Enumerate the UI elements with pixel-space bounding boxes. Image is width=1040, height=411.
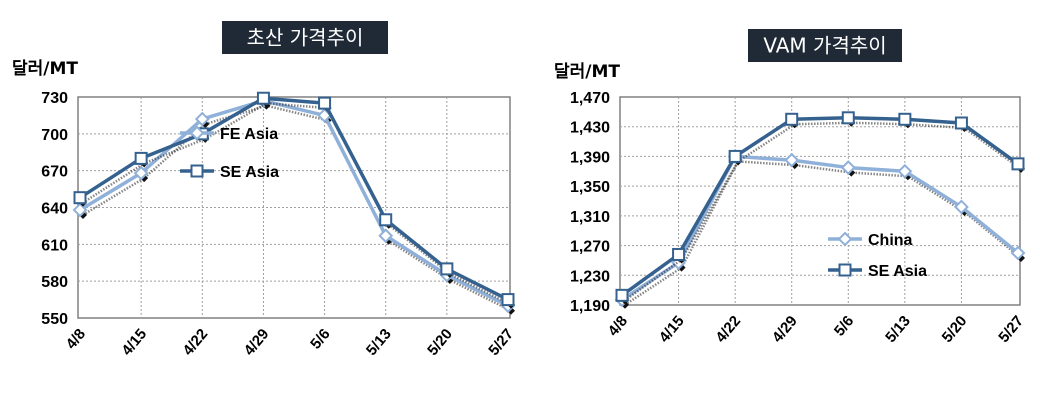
- x-tick-label: 5/6: [307, 326, 333, 353]
- legend-marker-diamond: [837, 231, 853, 247]
- data-point: [1011, 157, 1025, 171]
- y-tick-label: 1,270: [570, 239, 610, 256]
- x-tick-label: 5/20: [939, 313, 971, 346]
- data-point: [672, 247, 686, 261]
- series-line: [620, 116, 1020, 297]
- y-tick-label: 550: [41, 311, 68, 328]
- y-tick-label: 1,470: [570, 90, 610, 107]
- data-point: [318, 96, 332, 110]
- chart-1-legend: FE Asia SE Asia: [180, 125, 279, 181]
- series-se-asia: [73, 91, 515, 309]
- x-tick-label: 4/8: [605, 313, 631, 340]
- legend-marker-diamond: [189, 125, 205, 141]
- data-point: [954, 116, 968, 130]
- legend-marker-square: [190, 164, 204, 178]
- data-point: [615, 288, 629, 302]
- legend-entry-label: China: [868, 232, 913, 249]
- legend-marker-square: [838, 263, 852, 277]
- series-shadow-line: [82, 104, 512, 312]
- x-tick-label: 4/22: [712, 313, 744, 346]
- y-tick-label: 610: [41, 237, 68, 254]
- legend-entry-label: FE Asia: [220, 126, 278, 143]
- y-tick-label: 1,430: [570, 120, 610, 137]
- x-tick-label: 5/27: [995, 313, 1027, 346]
- data-point: [954, 199, 969, 215]
- x-tick-label: 5/13: [882, 313, 914, 346]
- y-tick-label: 1,390: [570, 149, 610, 166]
- y-tick-label: 580: [41, 274, 68, 291]
- y-axis-unit-label: 달러/MT: [12, 58, 78, 79]
- legend-entry-label: SE Asia: [220, 164, 279, 181]
- data-point: [73, 191, 87, 205]
- data-point: [1010, 245, 1026, 261]
- series-line: [621, 154, 1020, 302]
- data-point: [784, 152, 800, 168]
- x-tick-label: 4/29: [241, 326, 273, 359]
- y-tick-label: 700: [41, 127, 68, 144]
- data-point: [501, 293, 515, 307]
- data-point: [898, 112, 912, 126]
- x-tick-label: 4/15: [656, 313, 688, 346]
- data-point: [133, 165, 149, 181]
- y-tick-label: 1,230: [570, 268, 610, 285]
- title-background: [222, 21, 388, 54]
- chart-title-text: 초산 가격추이: [247, 26, 364, 50]
- data-point: [728, 149, 742, 163]
- x-tick-label: 5/20: [424, 326, 456, 359]
- legend-entry-label: SE Asia: [868, 263, 927, 280]
- x-tick-label: 4/15: [118, 326, 150, 359]
- data-point: [440, 262, 454, 276]
- x-tick-label: 4/8: [63, 326, 89, 353]
- y-tick-label: 1,350: [570, 179, 610, 196]
- data-point: [134, 151, 148, 165]
- series-se-asia: [615, 111, 1025, 305]
- x-tick-label: 5/27: [485, 326, 517, 359]
- chart-title-text: VAM 가격추이: [763, 34, 886, 58]
- y-tick-label: 1,190: [570, 298, 610, 315]
- data-point: [379, 213, 393, 227]
- y-tick-label: 730: [41, 90, 68, 107]
- y-axis-unit-label: 달러/MT: [554, 61, 620, 82]
- series-line: [79, 96, 509, 302]
- x-tick-label: 5/6: [831, 313, 857, 340]
- data-point: [785, 112, 799, 126]
- y-tick-label: 670: [41, 164, 68, 181]
- title-background: [748, 29, 902, 62]
- data-point: [72, 202, 88, 218]
- x-tick-label: 4/22: [180, 326, 212, 359]
- y-tick-label: 1,310: [570, 209, 610, 226]
- data-point: [378, 228, 394, 244]
- data-point: [897, 163, 913, 179]
- x-tick-label: 4/29: [769, 313, 801, 346]
- chart-2-title: VAM 가격추이: [748, 29, 902, 62]
- chart-2-legend: China SE Asia: [828, 231, 927, 280]
- x-tick-label: 5/13: [363, 326, 395, 359]
- y-tick-label: 640: [41, 201, 68, 218]
- data-point: [194, 111, 210, 127]
- chart-1-title: 초산 가격추이: [222, 21, 388, 54]
- data-point: [256, 91, 270, 105]
- data-point: [841, 111, 855, 125]
- series-line: [79, 98, 509, 308]
- data-point: [840, 160, 856, 175]
